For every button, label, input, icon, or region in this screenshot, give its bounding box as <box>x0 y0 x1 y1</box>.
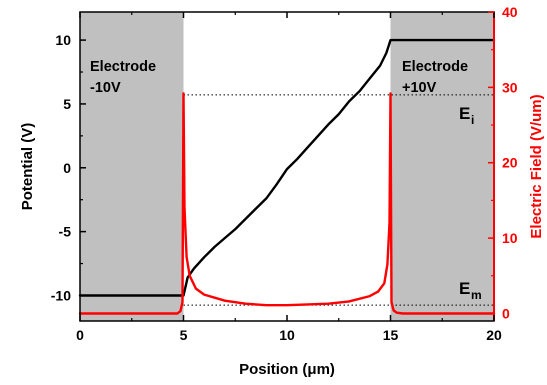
electrode-right-label-line2: +10V <box>402 80 437 96</box>
y-left-tick-label: 10 <box>55 32 71 48</box>
y-left-tick-label: 0 <box>63 160 71 176</box>
electrode-right-label-line1: Electrode <box>402 59 468 75</box>
electrode-left-label-line2: -10V <box>90 80 121 96</box>
y-right-tick-label: 0 <box>502 305 510 321</box>
electrode-left-label-line1: Electrode <box>90 59 156 75</box>
x-axis-title: Position (μm) <box>239 361 335 378</box>
reference-subscript-m: m <box>471 288 482 302</box>
y-right-tick-label: 30 <box>502 79 518 95</box>
x-tick-label: 20 <box>486 327 502 343</box>
x-tick-label: 10 <box>279 327 295 343</box>
reference-subscript-i: i <box>471 113 474 127</box>
y-right-tick-label: 10 <box>502 230 518 246</box>
y-left-tick-label: 5 <box>63 96 71 112</box>
y-left-tick-label: -5 <box>59 224 72 240</box>
electrode-bands <box>80 12 494 321</box>
y-right-axis-title: Electric Field (V/um) <box>528 94 545 238</box>
x-tick-label: 15 <box>383 327 399 343</box>
electrode-region-1 <box>80 12 184 321</box>
series-curves <box>78 38 496 315</box>
reference-label-Em: E <box>459 279 470 298</box>
y-left-tick-label: -10 <box>51 287 71 303</box>
y-right-tick-label: 40 <box>502 4 518 20</box>
y-left-axis-title: Potential (V) <box>19 123 36 211</box>
x-tick-label: 5 <box>180 327 188 343</box>
axes: 0 5 10 15 20 -10 -5 0 5 10 0 10 20 30 40 Position (μm) P… <box>19 4 545 378</box>
y-right-tick-label: 20 <box>502 155 518 171</box>
series-electric-field <box>78 92 496 315</box>
series-potential <box>78 38 496 297</box>
x-tick-label: 0 <box>76 327 84 343</box>
electrode-region-2 <box>390 12 494 321</box>
reference-label-Ei: E <box>459 104 470 123</box>
